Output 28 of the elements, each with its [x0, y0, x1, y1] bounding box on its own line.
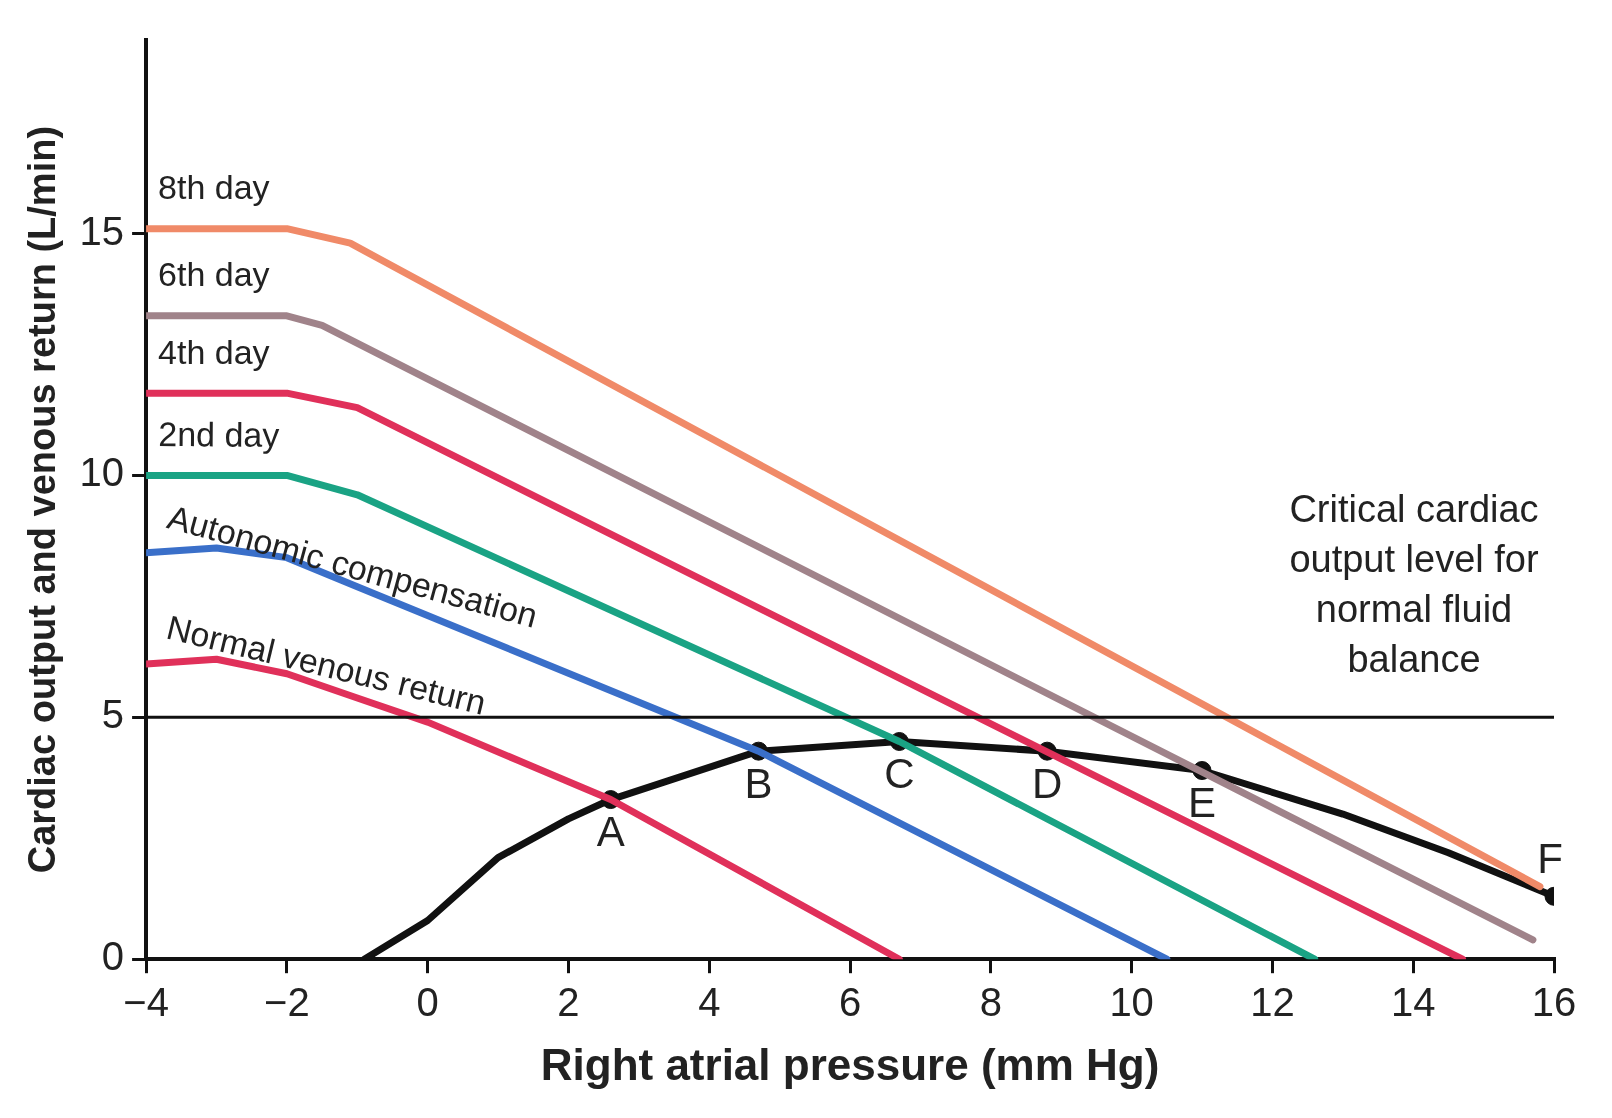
y-tick-label: 0 [101, 934, 125, 979]
x-tick-label: 12 [1250, 980, 1295, 1025]
y-tick-label: 15 [79, 208, 125, 253]
series-label: 2nd day [158, 414, 280, 454]
series-label: 8th day [158, 168, 270, 207]
annotation: F [1537, 834, 1563, 882]
ref-line-label: Critical cardiac output level for normal fluid balance [1289, 488, 1539, 681]
x-tick-label: 2 [557, 980, 580, 1025]
series-label: 4th day [158, 332, 270, 371]
annotation: A [596, 808, 625, 856]
x-tick-label: 0 [416, 980, 439, 1025]
x-tick-label: 14 [1390, 980, 1436, 1025]
x-tick-label: 16 [1531, 980, 1577, 1025]
annotation: C [884, 750, 915, 798]
y-axis-title: Cardiac output and venous return (L/min) [21, 125, 64, 874]
annotation: E [1188, 779, 1217, 827]
x-tick-label: 10 [1109, 980, 1154, 1025]
annotation: B [744, 759, 773, 807]
y-tick-label: 5 [101, 692, 125, 737]
x-axis-title: Right atrial pressure (mm Hg) [540, 1039, 1160, 1089]
x-tick-label: 6 [838, 980, 862, 1025]
x-tick-label: 4 [698, 980, 721, 1025]
series-label: 6th day [158, 255, 270, 294]
annotation: D [1031, 759, 1063, 807]
x-tick-label: −4 [123, 980, 169, 1025]
x-tick-label: −2 [264, 980, 310, 1025]
y-tick-label: 10 [79, 450, 125, 495]
x-tick-label: 8 [979, 980, 1002, 1025]
